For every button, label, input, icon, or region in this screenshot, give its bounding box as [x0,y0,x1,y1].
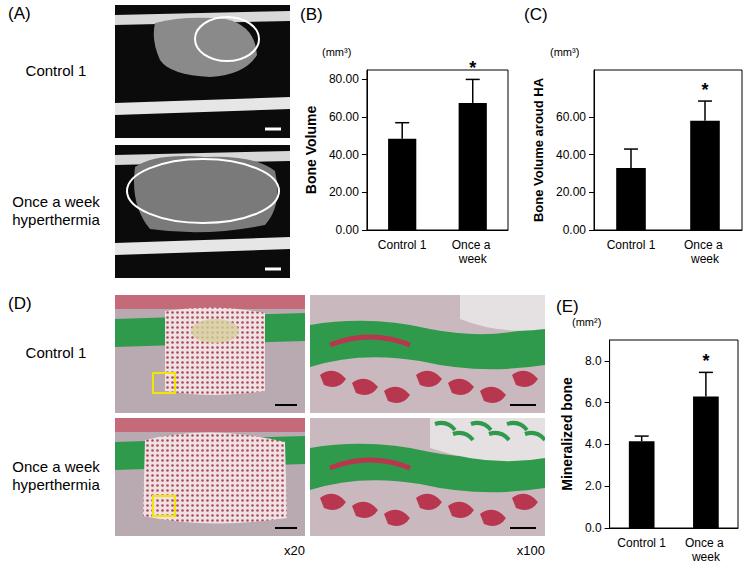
svg-text:(B): (B) [300,5,323,24]
svg-text:(mm²): (mm²) [572,316,601,328]
svg-text:20.00: 20.00 [329,185,359,199]
svg-text:8.0: 8.0 [585,354,602,368]
svg-text:(C): (C) [524,5,548,24]
svg-text:Control 1: Control 1 [617,536,666,550]
svg-text:0.00: 0.00 [563,223,587,237]
html-text:(D): (D) [8,294,32,313]
svg-text:week: week [691,550,721,564]
svg-text:Bone Volume: Bone Volume [303,106,319,195]
svg-text:Mineralized bone: Mineralized bone [559,377,575,491]
svg-text:(mm³): (mm³) [322,46,351,58]
svg-text:40.00: 40.00 [329,148,359,162]
svg-text:*: * [702,351,709,371]
svg-text:*: * [469,58,476,78]
html-text:Control 1: Control 1 [25,343,87,361]
svg-text:Once a: Once a [685,536,727,550]
svg-text:60.00: 60.00 [556,110,586,124]
svg-text:80.00: 80.00 [329,72,359,86]
svg-text:4.0: 4.0 [585,437,602,451]
svg-text:20.00: 20.00 [556,185,586,199]
svg-text:week: week [690,252,720,266]
html-text:Control 1: Control 1 [25,62,87,79]
svg-text:Control 1: Control 1 [378,238,427,252]
svg-text:0.0: 0.0 [585,521,602,535]
html-text:Once a week hyperthermia: Once a week hyperthermia [12,193,100,228]
svg-text:Bone Volume aroud HA: Bone Volume aroud HA [531,77,546,222]
html-text:x20: x20 [284,543,305,558]
svg-text:week: week [458,252,488,266]
html-text:(A): (A) [8,4,31,23]
svg-text:6.0: 6.0 [585,396,602,410]
html-text:x100: x100 [516,543,545,558]
svg-text:40.00: 40.00 [556,148,586,162]
svg-text:2.0: 2.0 [585,479,602,493]
svg-text:(E): (E) [556,297,579,316]
svg-text:Control 1: Control 1 [607,238,656,252]
svg-text:Once a: Once a [452,238,494,252]
svg-text:*: * [701,80,708,100]
html-text:Once a week hyperthermia: Once a week hyperthermia [12,457,100,493]
svg-text:0.00: 0.00 [336,223,360,237]
svg-text:60.00: 60.00 [329,110,359,124]
svg-text:Once a: Once a [684,238,726,252]
svg-text:(mm³): (mm³) [550,46,579,58]
